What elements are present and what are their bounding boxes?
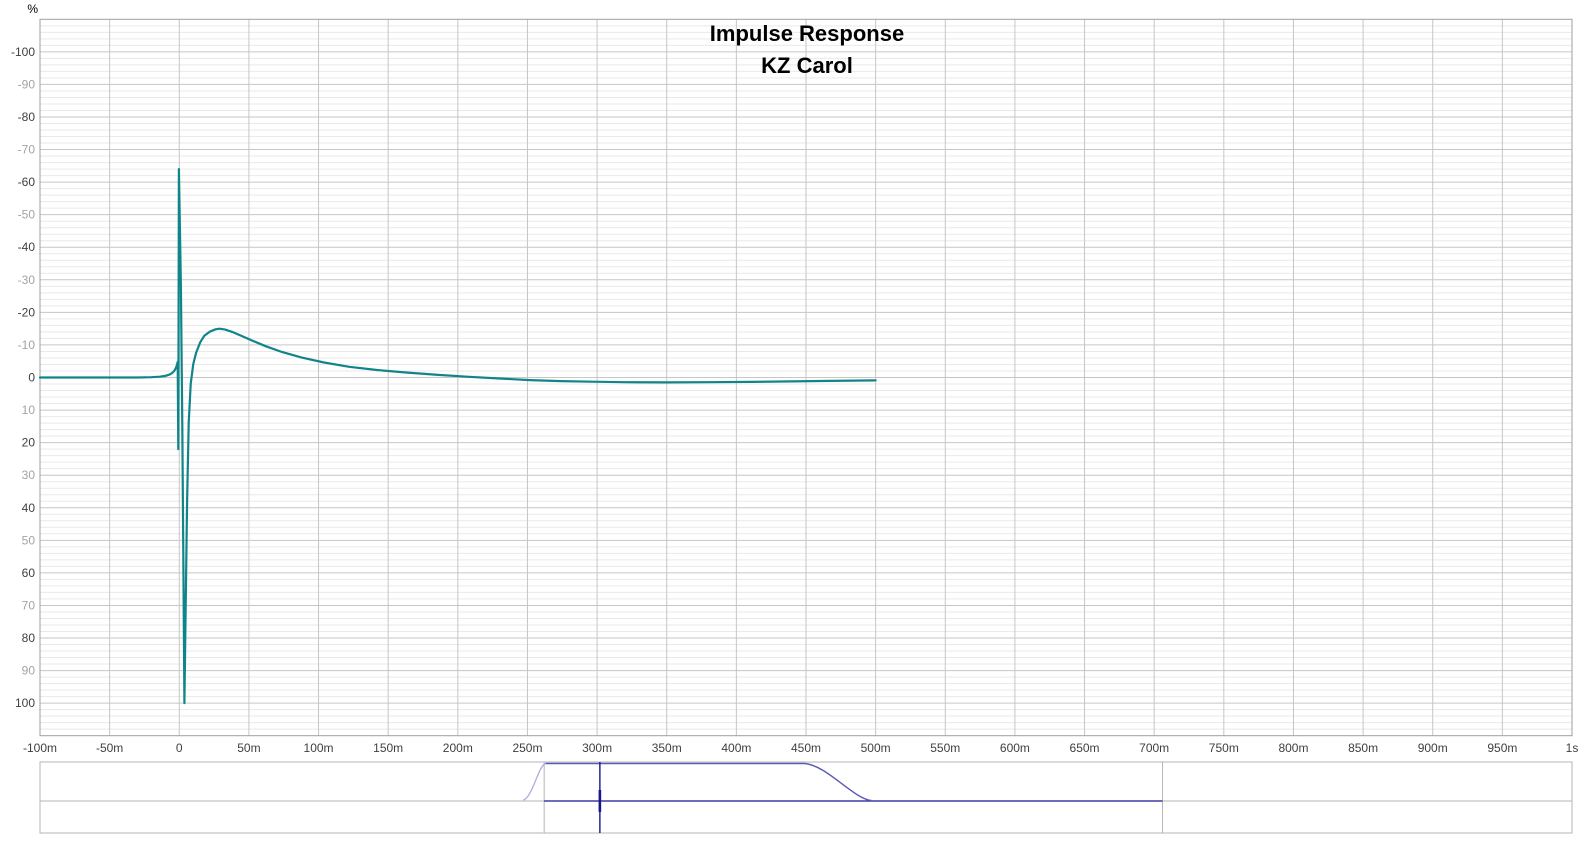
x-tick-label: 150m xyxy=(373,741,403,755)
y-tick-label: -70 xyxy=(18,143,36,157)
y-tick-label: -60 xyxy=(18,175,36,189)
x-tick-label: 800m xyxy=(1278,741,1308,755)
x-tick-label: 450m xyxy=(791,741,821,755)
x-tick-label: 300m xyxy=(582,741,612,755)
y-tick-label: 40 xyxy=(22,501,36,515)
x-tick-label: 900m xyxy=(1418,741,1448,755)
y-tick-label: 10 xyxy=(22,403,36,417)
overview-strip[interactable] xyxy=(39,761,1573,834)
y-axis-unit-label: % xyxy=(27,2,38,16)
x-tick-label: 400m xyxy=(721,741,751,755)
trace-layer xyxy=(38,168,877,705)
y-tick-label: 20 xyxy=(22,436,36,450)
x-tick-label: 100m xyxy=(304,741,334,755)
y-tick-label: -50 xyxy=(18,208,36,222)
y-tick-label: 60 xyxy=(22,566,36,580)
x-tick-label: 200m xyxy=(443,741,473,755)
y-tick-label: -40 xyxy=(18,240,36,254)
x-tick-label: 250m xyxy=(512,741,542,755)
y-tick-label: 50 xyxy=(22,533,36,547)
y-tick-label: -80 xyxy=(18,110,36,124)
impulse-response-trace xyxy=(38,168,877,705)
y-tick-label: -10 xyxy=(18,338,36,352)
window-curve xyxy=(545,762,872,802)
x-tick-label: 950m xyxy=(1487,741,1517,755)
x-tick-label: 750m xyxy=(1209,741,1239,755)
x-tick-label: 700m xyxy=(1139,741,1169,755)
y-tick-label: -30 xyxy=(18,273,36,287)
x-tick-label: 650m xyxy=(1070,741,1100,755)
chart-title: Impulse Response xyxy=(710,21,904,46)
x-tick-label: -100m xyxy=(23,741,57,755)
y-tick-label: 30 xyxy=(22,468,36,482)
y-tick-label: 0 xyxy=(28,371,35,385)
y-tick-label: 70 xyxy=(22,598,36,612)
x-tick-label: 600m xyxy=(1000,741,1030,755)
chart-subtitle: KZ Carol xyxy=(761,53,853,78)
y-tick-label: -20 xyxy=(18,305,36,319)
x-tick-label: 0 xyxy=(176,741,183,755)
x-tick-label: 350m xyxy=(652,741,682,755)
y-tick-label: 90 xyxy=(22,664,36,678)
grid-layer xyxy=(39,18,1573,737)
y-tick-label: -100 xyxy=(11,45,35,59)
overview-frame xyxy=(39,761,1573,834)
x-tick-label: 850m xyxy=(1348,741,1378,755)
x-tick-label: 1s xyxy=(1566,741,1579,755)
axis-labels-layer: 1009080706050403020100-10-20-30-40-50-60… xyxy=(11,45,1578,755)
window-ramp-up xyxy=(522,762,546,801)
x-tick-label: 50m xyxy=(237,741,260,755)
x-tick-label: 550m xyxy=(930,741,960,755)
x-tick-label: 500m xyxy=(861,741,891,755)
y-tick-label: 100 xyxy=(15,696,35,710)
y-tick-label: -90 xyxy=(18,77,36,91)
x-tick-label: -50m xyxy=(96,741,123,755)
y-tick-label: 80 xyxy=(22,631,36,645)
